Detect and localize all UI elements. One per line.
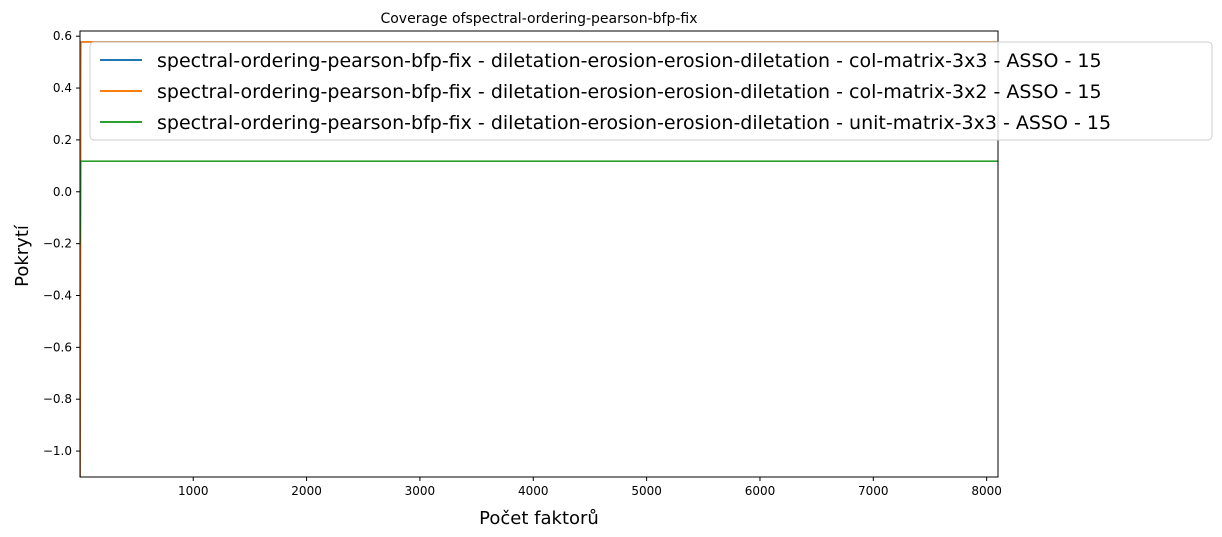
y-tick-label: 0.6: [53, 29, 72, 43]
chart-title: Coverage ofspectral-ordering-pearson-bfp…: [380, 11, 697, 27]
x-tick-label: 2000: [291, 484, 322, 498]
y-tick-label: −0.8: [43, 392, 72, 406]
series-line-3: [80, 160, 998, 244]
legend-entry-3: spectral-ordering-pearson-bfp-fix - dile…: [157, 112, 1111, 134]
x-axis-label: Počet faktorů: [479, 508, 599, 529]
legend-entry-1: spectral-ordering-pearson-bfp-fix - dile…: [157, 50, 1102, 72]
legend: spectral-ordering-pearson-bfp-fix - dile…: [89, 41, 1213, 141]
x-tick-label: 8000: [971, 484, 1002, 498]
legend-entry-2: spectral-ordering-pearson-bfp-fix - dile…: [157, 81, 1102, 103]
y-tick-label: 0.2: [53, 133, 72, 147]
x-tick-label: 3000: [405, 484, 436, 498]
y-tick-label: −0.4: [43, 288, 72, 302]
y-tick-label: −0.6: [43, 340, 72, 354]
y-axis-label: Pokrytí: [12, 224, 33, 287]
legend-box: [89, 41, 1213, 141]
axes: 1000 2000 3000 4000 5000 6000 7000 8000 −1.0 −0.8…: [43, 29, 1002, 498]
x-tick-label: 5000: [631, 484, 662, 498]
y-tick-label: −0.2: [43, 237, 72, 251]
x-tick-label: 6000: [745, 484, 776, 498]
x-tick-label: 7000: [858, 484, 889, 498]
x-tick-label: 4000: [518, 484, 549, 498]
y-tick-label: 0.0: [53, 185, 72, 199]
y-tick-label: −1.0: [43, 444, 72, 458]
x-tick-label: 1000: [178, 484, 209, 498]
y-tick-label: 0.4: [53, 81, 72, 95]
axes-frame: [79, 30, 999, 478]
